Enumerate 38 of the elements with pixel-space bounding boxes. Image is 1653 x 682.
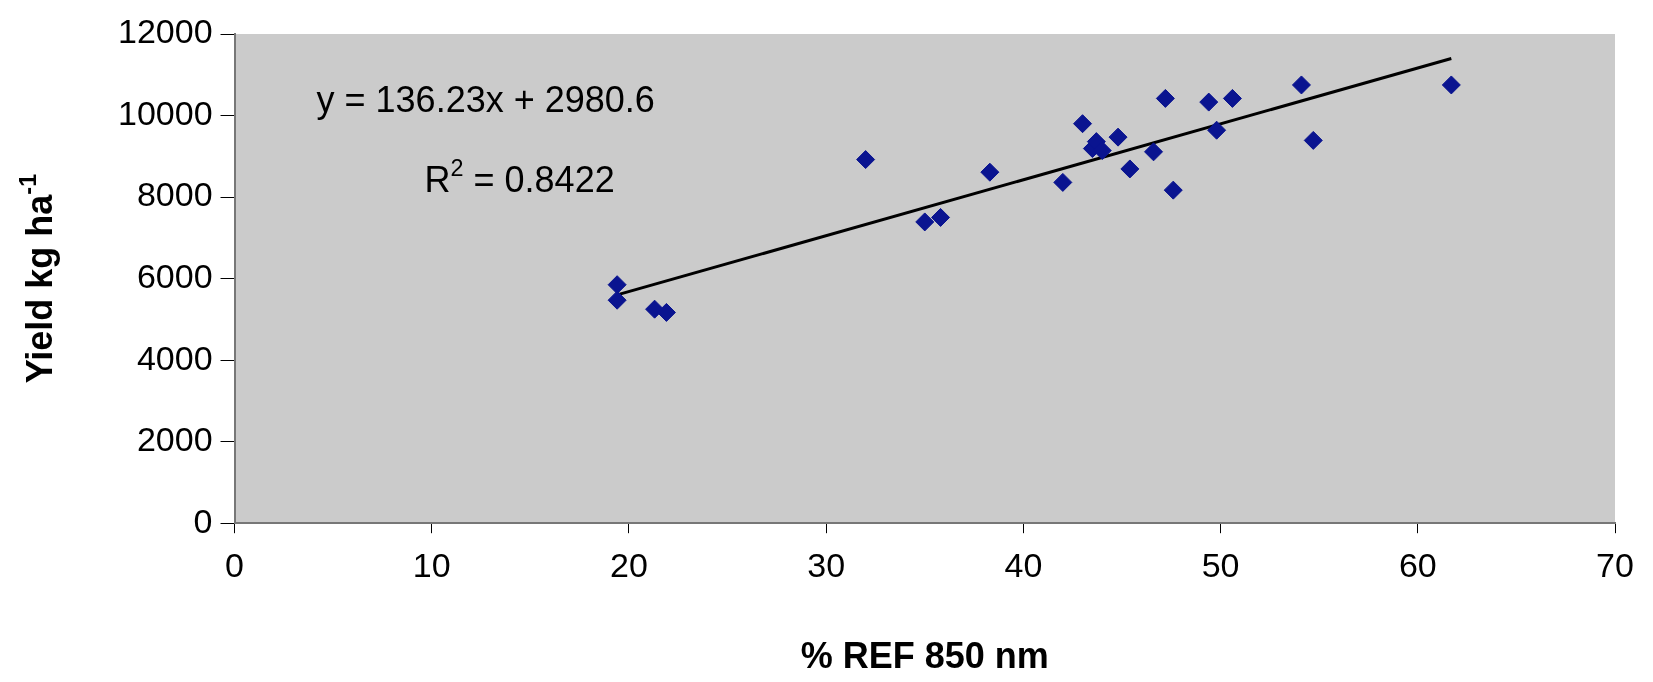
point (1108, 127, 1128, 147)
x-tick-label: 30 (807, 545, 846, 584)
y-tick-label: 12000 (118, 12, 213, 51)
y-axis-title: Yield kg ha-1 (14, 173, 60, 384)
y-tick-label: 4000 (136, 338, 213, 377)
point (1291, 75, 1311, 95)
point (1053, 172, 1073, 192)
x-tick-label: 60 (1398, 545, 1437, 584)
point (1073, 114, 1093, 134)
x-tick-label: 10 (412, 545, 451, 584)
x-axis-title: % REF 850 nm (800, 635, 1049, 676)
y-tick-label: 6000 (136, 256, 213, 295)
x-tick-label: 50 (1201, 545, 1240, 584)
point (1222, 88, 1242, 108)
y-tick-label: 10000 (118, 93, 213, 132)
point (656, 302, 676, 322)
annotation: y = 136.23x + 2980.6 (316, 79, 655, 120)
point (1144, 142, 1164, 162)
point (1155, 88, 1175, 108)
x-tick-label: 70 (1596, 545, 1634, 584)
point (1303, 130, 1323, 150)
point (1120, 159, 1140, 179)
point (1199, 92, 1219, 112)
point (980, 162, 1000, 182)
x-tick-label: 20 (610, 545, 648, 584)
point (1163, 180, 1183, 200)
point (1207, 120, 1227, 140)
point (607, 275, 627, 295)
point (931, 207, 951, 227)
x-tick-label: 0 (225, 545, 245, 584)
y-tick-label: 2000 (136, 420, 213, 459)
x-tick-label: 40 (1004, 545, 1043, 584)
point (915, 212, 935, 232)
point (1441, 75, 1461, 95)
y-tick-label: 0 (193, 501, 213, 540)
point (856, 150, 876, 170)
y-tick-label: 8000 (136, 175, 213, 214)
point (607, 290, 627, 310)
